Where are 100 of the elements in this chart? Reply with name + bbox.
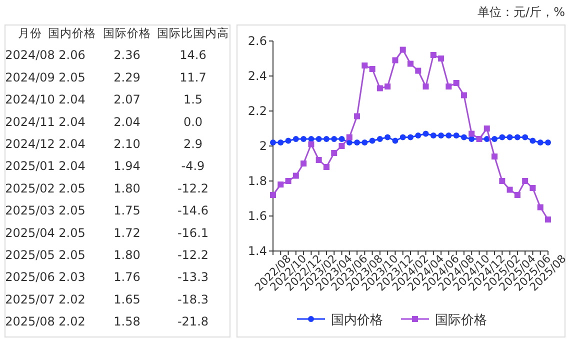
point	[422, 130, 429, 137]
point	[392, 138, 398, 144]
point	[492, 154, 498, 160]
data-label: 2.9	[183, 137, 203, 151]
point	[369, 138, 376, 144]
data-label: 1.72	[114, 226, 140, 240]
data-label: 2.04	[58, 114, 86, 129]
data-label: 2.04	[114, 114, 140, 129]
point	[338, 143, 345, 149]
point	[292, 172, 299, 179]
data-label: 2.04	[58, 137, 86, 151]
data-label: 2.29	[114, 70, 140, 84]
data-label: 2.05	[58, 181, 86, 196]
point	[270, 140, 276, 146]
point	[545, 140, 551, 146]
point	[316, 157, 322, 163]
data-label: 2.05	[58, 70, 86, 84]
point	[384, 84, 391, 90]
data-label: -16.1	[177, 226, 209, 240]
category-label: 2025/07	[5, 292, 55, 306]
data-label: -18.3	[177, 292, 209, 306]
point	[415, 132, 422, 138]
point	[506, 134, 513, 140]
data-label: 2.07	[114, 92, 140, 107]
category-label: 2025/08	[5, 314, 55, 329]
data-label: -13.3	[177, 270, 209, 284]
point	[499, 134, 506, 140]
point	[392, 57, 398, 64]
point	[492, 136, 498, 142]
text: 国内价格	[48, 26, 96, 40]
data-label: 2.05	[58, 204, 86, 218]
point	[446, 84, 452, 90]
point	[316, 136, 322, 142]
point	[323, 136, 330, 142]
category-label: 2024/12	[5, 137, 55, 151]
category-label: 2025/01	[5, 159, 55, 174]
point	[292, 136, 299, 142]
point	[415, 68, 422, 74]
y-tick-label: 2.6	[248, 34, 267, 48]
text: 单位：元/斤，%	[478, 5, 565, 19]
data-label: 2.04	[58, 159, 86, 174]
point	[354, 113, 360, 120]
point	[376, 136, 383, 142]
point	[400, 46, 406, 53]
point	[270, 192, 276, 198]
category-label: 2024/09	[5, 70, 55, 84]
point	[384, 134, 391, 140]
text: 国际价格	[103, 26, 151, 40]
point	[506, 186, 513, 193]
data-label: 2.03	[58, 270, 86, 284]
point	[545, 216, 551, 222]
category-label: 2024/08	[5, 48, 55, 62]
data-label: 2.05	[58, 248, 86, 262]
point	[285, 178, 292, 184]
data-label: 1.80	[114, 181, 140, 196]
data-label: 1.94	[114, 159, 140, 174]
point	[530, 185, 536, 191]
point	[430, 132, 436, 138]
data-label: 1.5	[183, 92, 203, 107]
y-tick-label: 2.4	[248, 69, 267, 83]
point	[514, 192, 520, 198]
data-label: 2.06	[58, 48, 86, 62]
point	[453, 80, 460, 86]
point	[460, 92, 467, 98]
data-label: 1.58	[114, 314, 140, 329]
data-label: 14.6	[180, 48, 206, 62]
point	[537, 140, 544, 146]
point	[400, 134, 406, 140]
point	[331, 136, 338, 142]
point	[376, 85, 383, 92]
point	[453, 132, 460, 138]
point	[362, 140, 368, 146]
legend-label: 国内价格	[331, 313, 383, 328]
category-label: 2025/05	[5, 248, 55, 262]
point	[530, 138, 536, 144]
y-tick-label: 1.4	[248, 244, 267, 258]
point	[308, 136, 314, 142]
point	[430, 52, 436, 58]
data-label: 2.05	[58, 226, 86, 240]
point	[408, 134, 414, 140]
point	[308, 141, 314, 148]
point	[468, 130, 475, 137]
point	[362, 62, 368, 68]
category-label: 2025/02	[5, 181, 55, 196]
point	[331, 150, 338, 156]
point	[446, 132, 452, 138]
text: 月份	[18, 26, 42, 40]
y-tick-label: 2.2	[248, 104, 267, 118]
point	[438, 56, 444, 62]
data-label: 2.04	[58, 92, 86, 107]
legend-label: 国际价格	[435, 313, 487, 328]
point	[346, 134, 352, 140]
point	[300, 136, 307, 142]
point	[522, 134, 528, 140]
data-label: -12.2	[177, 248, 209, 262]
data-label: 2.10	[114, 137, 140, 151]
point	[514, 134, 520, 140]
y-tick-label: 1.6	[248, 209, 267, 223]
point	[422, 84, 429, 90]
point	[460, 134, 467, 140]
